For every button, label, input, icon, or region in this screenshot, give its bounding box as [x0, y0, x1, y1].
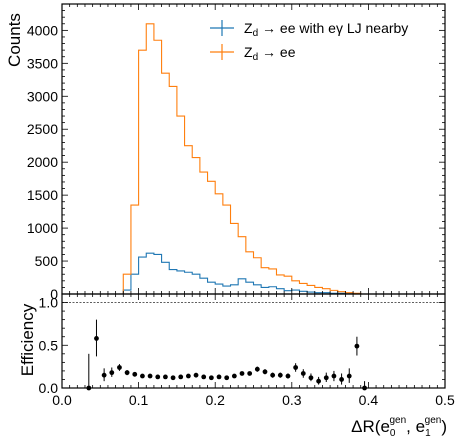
x-tick-label: 0.0 — [52, 392, 72, 408]
efficiency-y-tick-label: 1.0 — [39, 295, 59, 311]
x-tick-label: 0.3 — [282, 392, 302, 408]
x-axis-title: ΔR(e0gen, e1gen) — [351, 415, 447, 439]
efficiency-point — [193, 372, 199, 378]
efficiency-point — [208, 375, 214, 381]
efficiency-points — [86, 319, 367, 391]
legend: Zd → ee with eγ LJ nearby Zd → ee — [210, 20, 408, 63]
counts-y-tick-label: 4000 — [27, 22, 58, 38]
histogram-line-0 — [122, 252, 369, 295]
counts-y-tick-label: 3000 — [27, 88, 58, 104]
efficiency-point — [339, 377, 344, 382]
x-tick-label: 0.1 — [129, 392, 149, 408]
efficiency-point — [140, 373, 145, 379]
efficiency-point — [117, 365, 122, 370]
efficiency-point — [163, 374, 168, 380]
efficiency-point — [109, 370, 115, 376]
efficiency-point — [277, 372, 283, 378]
efficiency-plot-frame — [61, 293, 446, 389]
efficiency-axis-title: Efficiency — [18, 303, 37, 376]
x-tick-label: 0.2 — [205, 392, 225, 408]
efficiency-point — [254, 366, 260, 372]
efficiency-y-tick-label: 0.5 — [39, 337, 59, 353]
efficiency-point — [323, 375, 329, 381]
counts-axis-title: Counts — [5, 13, 24, 67]
efficiency-point — [308, 375, 314, 381]
histogram-series — [122, 23, 369, 295]
efficiency-point — [270, 372, 276, 378]
efficiency-point — [231, 373, 237, 379]
efficiency-point — [155, 374, 161, 380]
efficiency-point — [178, 374, 184, 380]
x-tick-label: 0.4 — [359, 392, 379, 408]
efficiency-point — [346, 373, 352, 379]
efficiency-point — [124, 370, 130, 376]
efficiency-point — [285, 373, 291, 379]
efficiency-point — [147, 373, 153, 379]
efficiency-point — [185, 373, 191, 379]
efficiency-point — [331, 373, 337, 379]
counts-y-tick-label: 2000 — [27, 154, 58, 170]
efficiency-panel: 0.00.51.0 0.0 0.1 0.2 0.3 0.4 0.5 Efficiency … — [18, 293, 455, 439]
efficiency-point — [170, 375, 176, 381]
efficiency-point — [101, 372, 107, 378]
counts-y-tick-label: 2500 — [27, 121, 58, 137]
efficiency-point — [216, 374, 222, 380]
counts-y-tick-label: 1000 — [27, 220, 58, 236]
counts-y-tick-label: 0 — [50, 286, 58, 302]
histogram-line-1 — [122, 23, 369, 295]
efficiency-point — [201, 374, 207, 380]
efficiency-point — [316, 378, 322, 384]
efficiency-y-tick-label: 0.0 — [39, 380, 59, 396]
efficiency-point — [224, 375, 230, 381]
x-tick-label: 0.5 — [435, 392, 455, 408]
legend-entry-1: Zd → ee — [244, 44, 296, 63]
legend-entry-0: Zd → ee with eγ LJ nearby — [244, 20, 408, 39]
counts-y-tick-label: 500 — [35, 253, 59, 269]
efficiency-point — [247, 371, 253, 376]
counts-y-tick-label: 3500 — [27, 55, 58, 71]
efficiency-point — [239, 371, 245, 376]
counts-y-tick-label: 1500 — [27, 187, 58, 203]
efficiency-point — [262, 369, 268, 375]
efficiency-point — [300, 371, 306, 376]
efficiency-point — [94, 336, 99, 341]
efficiency-point — [132, 371, 138, 377]
counts-plot-frame — [61, 3, 446, 295]
efficiency-point — [293, 365, 299, 370]
efficiency-point — [354, 343, 360, 349]
